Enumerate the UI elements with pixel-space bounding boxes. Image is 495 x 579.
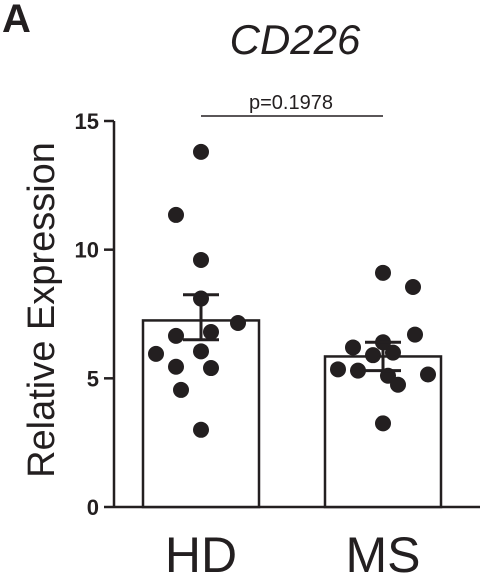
p-value-label: p=0.1978 xyxy=(249,92,333,114)
data-point xyxy=(345,339,361,356)
x-tick-labels: HD MS xyxy=(165,527,421,579)
bars xyxy=(141,143,443,509)
data-point xyxy=(168,327,184,344)
bar-group-hd xyxy=(141,143,261,509)
data-point xyxy=(193,421,209,438)
y-axis-label: Relative Expression xyxy=(21,142,63,478)
data-point xyxy=(375,264,391,281)
y-axis: 0 5 10 15 xyxy=(75,109,116,520)
panel-label: A xyxy=(2,0,31,41)
data-point xyxy=(405,278,421,295)
y-tick-label-10: 10 xyxy=(75,238,99,263)
y-ticks: 0 5 10 15 xyxy=(75,109,114,520)
x-tick-label-hd: HD xyxy=(165,527,237,579)
data-point xyxy=(203,360,219,377)
data-point xyxy=(168,206,184,223)
data-point xyxy=(148,345,164,362)
data-point xyxy=(168,358,184,375)
y-tick-label-15: 15 xyxy=(75,109,99,134)
chart-title: CD226 xyxy=(230,16,361,63)
significance-annotation: p=0.1978 xyxy=(201,92,383,117)
data-point xyxy=(230,315,246,332)
data-point xyxy=(193,251,209,268)
data-point xyxy=(193,143,209,160)
data-point xyxy=(193,343,209,360)
data-point xyxy=(173,381,189,398)
y-tick-label-5: 5 xyxy=(87,366,99,391)
data-point xyxy=(365,347,381,364)
data-point xyxy=(420,366,436,383)
y-tick-label-0: 0 xyxy=(87,495,99,520)
data-point xyxy=(203,324,219,341)
data-point xyxy=(385,344,401,361)
data-point xyxy=(330,361,346,378)
x-tick-label-ms: MS xyxy=(346,527,421,579)
data-point xyxy=(407,326,423,343)
data-point xyxy=(375,415,391,432)
data-point xyxy=(350,362,366,379)
bar-group-ms xyxy=(323,264,443,509)
data-point xyxy=(390,376,406,393)
